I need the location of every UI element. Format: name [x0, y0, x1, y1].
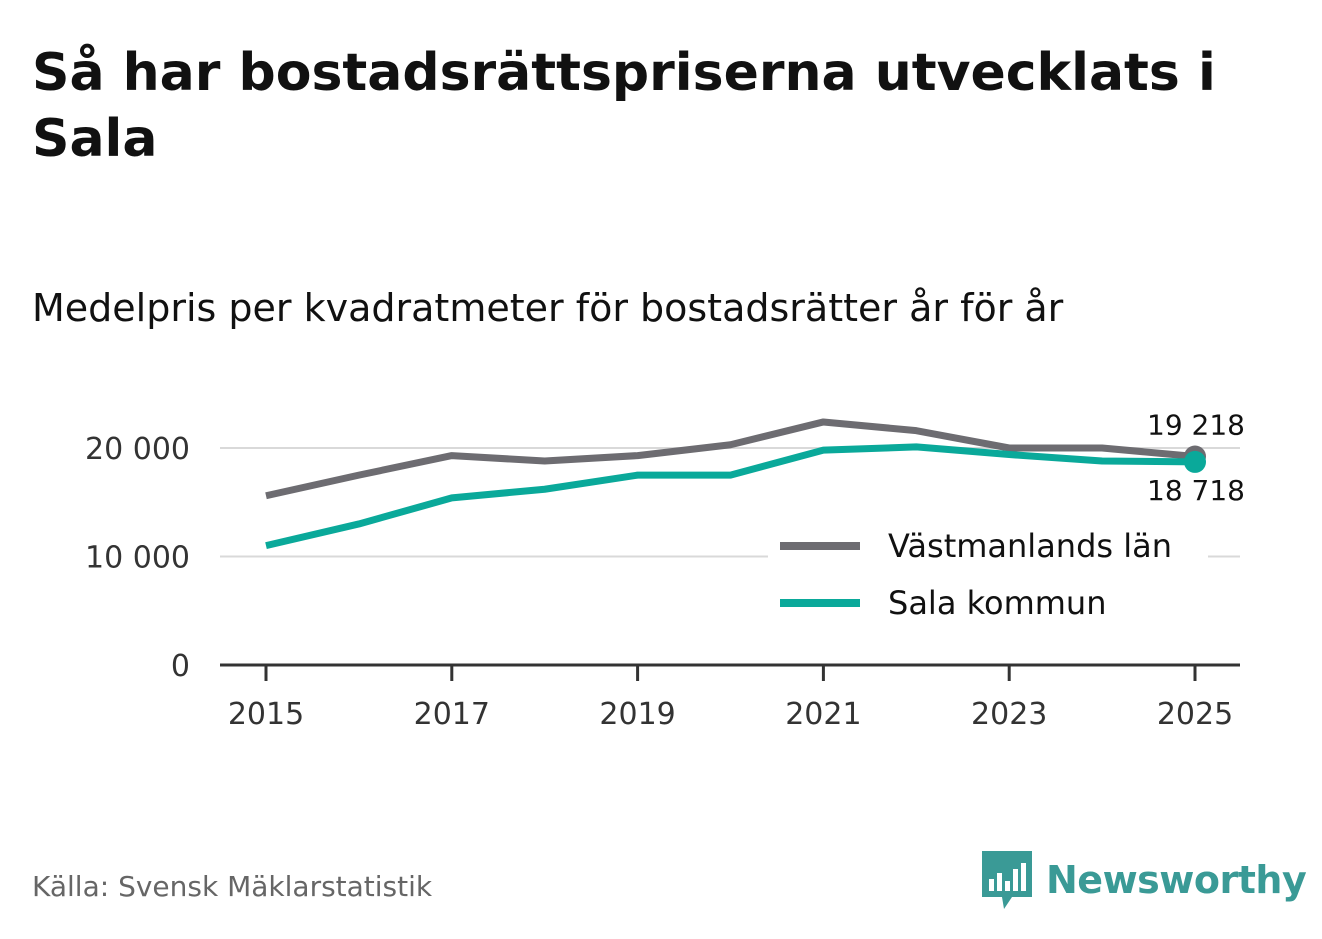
end-value-label-1: 18 718	[1147, 474, 1245, 507]
series-line-1	[265, 443, 1196, 550]
x-tick-label: 2025	[1157, 697, 1233, 732]
y-tick-label: 0	[171, 649, 190, 684]
end-labels: 19 218 18 718	[1147, 408, 1245, 506]
source-note: Källa: Svensk Mäklarstatistik	[32, 870, 433, 903]
legend-background	[768, 518, 1208, 636]
x-tick-label: 2023	[971, 697, 1047, 732]
series-end-marker-1	[1184, 450, 1206, 473]
legend-label-1: Sala kommun	[888, 584, 1106, 622]
chart-subtitle: Medelpris per kvadratmeter för bostadsrä…	[32, 286, 1064, 330]
x-tick-label: 2021	[785, 697, 861, 732]
x-axis: 2015 2017 2019 2021 2023 2025	[220, 663, 1240, 732]
legend-label-0: Västmanlands län	[888, 527, 1172, 565]
x-tick-label: 2019	[599, 697, 675, 732]
legend: Västmanlands län Sala kommun	[768, 518, 1208, 636]
chart-title: Så har bostadsrättspriserna utvecklats i…	[32, 43, 1216, 169]
series-lines	[265, 418, 1206, 550]
brand-name: Newsworthy	[1046, 858, 1307, 902]
brand-logo: Newsworthy	[982, 850, 1307, 910]
x-tick-label: 2017	[414, 697, 490, 732]
x-tick-label: 2015	[228, 697, 304, 732]
newsworthy-logo-icon	[982, 851, 1032, 909]
series-line-0	[265, 418, 1196, 500]
y-tick-label: 10 000	[85, 541, 190, 576]
y-axis-ticks: 0 10 000 20 000	[85, 432, 190, 684]
y-tick-label: 20 000	[85, 432, 190, 467]
end-value-label-0: 19 218	[1147, 408, 1245, 441]
